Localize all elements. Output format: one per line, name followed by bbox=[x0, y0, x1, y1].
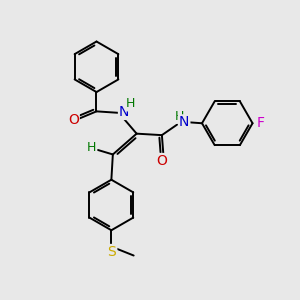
Text: O: O bbox=[68, 113, 79, 127]
Text: N: N bbox=[179, 116, 189, 129]
Text: O: O bbox=[157, 154, 168, 168]
Text: N: N bbox=[119, 105, 129, 119]
Text: F: F bbox=[257, 116, 265, 130]
Text: H: H bbox=[175, 110, 184, 123]
Text: H: H bbox=[126, 98, 135, 110]
Text: H: H bbox=[87, 141, 96, 154]
Text: S: S bbox=[108, 245, 116, 259]
